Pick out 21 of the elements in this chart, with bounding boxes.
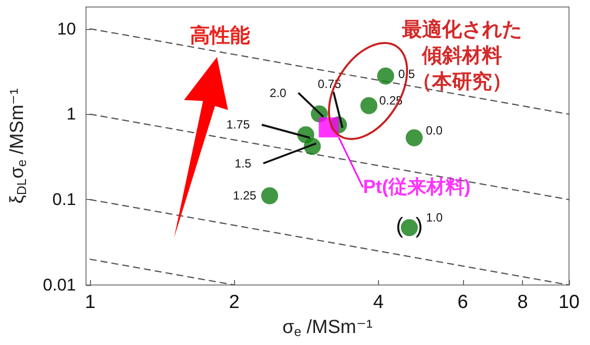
annotation: 1.75 [226,118,250,132]
annotation: 0.0 [426,124,443,138]
text: Pt(従来材料) [362,176,471,198]
x-tick-label: 2 [229,292,240,313]
x-tick-label: 1 [84,292,96,313]
annotation: 1.0 [426,210,443,225]
y-tick-label: 1 [66,104,76,124]
x-tick-label: 4 [373,292,384,313]
annotation: 高性能 [190,24,250,47]
y-tick-label: 0.1 [52,190,76,210]
annotation: 2.0 [270,86,287,100]
x-tick-label: 8 [517,292,528,313]
y-tick-label: 0.01 [42,276,76,294]
annotation: 最適化された [401,18,522,41]
annotation: 傾斜材料 [421,45,502,67]
y-axis-title: ξDLσe /MSm⁻¹ [7,88,29,204]
y-tick-label: 10 [57,19,76,38]
x-tick-label: 10 [558,292,580,313]
x-tick-label: 6 [457,292,468,313]
annotation: 1.25 [232,188,257,203]
annotation: 1.5 [234,156,252,170]
